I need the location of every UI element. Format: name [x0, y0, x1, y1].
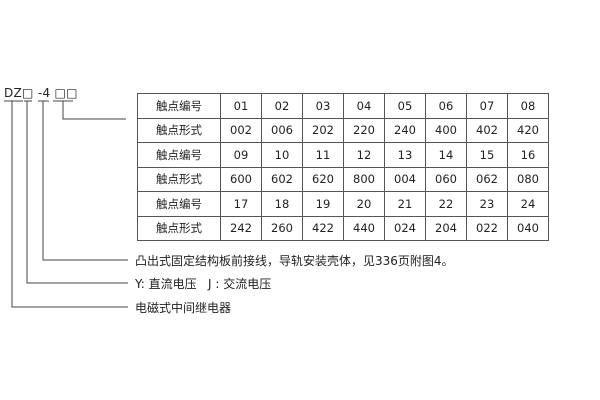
table-cell: 600	[220, 166, 262, 192]
table-cell: 080	[507, 166, 549, 192]
row-label: 触点编号	[137, 93, 221, 119]
table-row: 触点编号 17 18 19 20 21 22 23 24	[137, 191, 549, 217]
row-label: 触点形式	[137, 166, 221, 192]
table-cell: 420	[507, 117, 549, 143]
table-cell: 002	[220, 117, 262, 143]
table-cell: 02	[261, 93, 303, 119]
table-cell: 15	[466, 142, 508, 168]
table-cell: 11	[302, 142, 344, 168]
table-cell: 06	[425, 93, 467, 119]
table-row: 触点形式 002 006 202 220 240 400 402 420	[137, 117, 549, 143]
table-cell: 21	[384, 191, 426, 217]
note-mounting: 凸出式固定结构板前接线，导轨安装壳体，见336页附图4。	[135, 254, 454, 268]
note-type: 电磁式中间继电器	[135, 301, 232, 315]
table-cell: 402	[466, 117, 508, 143]
table-cell: 022	[466, 215, 508, 241]
table-cell: 03	[302, 93, 344, 119]
table-cell: 20	[343, 191, 385, 217]
table-cell: 040	[507, 215, 549, 241]
table-cell: 22	[425, 191, 467, 217]
table-cell: 422	[302, 215, 344, 241]
table-cell: 006	[261, 117, 303, 143]
row-label: 触点编号	[137, 142, 221, 168]
table-cell: 24	[507, 191, 549, 217]
row-label: 触点形式	[137, 117, 221, 143]
leader-type	[11, 101, 128, 308]
table-cell: 062	[466, 166, 508, 192]
table-cell: 240	[384, 117, 426, 143]
leader-mounting	[42, 101, 128, 261]
table-cell: 024	[384, 215, 426, 241]
table-cell: 800	[343, 166, 385, 192]
model-code: DZ□ -4 □□	[4, 86, 78, 100]
table-cell: 18	[261, 191, 303, 217]
note-power: Y: 直流电压 J : 交流电压	[135, 277, 272, 291]
table-cell: 260	[261, 215, 303, 241]
table-cell: 620	[302, 166, 344, 192]
table-row: 触点形式 600 602 620 800 004 060 062 080	[137, 166, 549, 192]
table-cell: 400	[425, 117, 467, 143]
table-cell: 12	[343, 142, 385, 168]
row-label: 触点编号	[137, 191, 221, 217]
table-cell: 220	[343, 117, 385, 143]
row-label: 触点形式	[137, 215, 221, 241]
table-cell: 04	[343, 93, 385, 119]
table-cell: 09	[220, 142, 262, 168]
table-cell: 23	[466, 191, 508, 217]
table-cell: 07	[466, 93, 508, 119]
table-cell: 060	[425, 166, 467, 192]
table-cell: 05	[384, 93, 426, 119]
table-cell: 204	[425, 215, 467, 241]
table-cell: 13	[384, 142, 426, 168]
table-cell: 16	[507, 142, 549, 168]
table-cell: 440	[343, 215, 385, 241]
table-row: 触点编号 09 10 11 12 13 14 15 16	[137, 142, 549, 168]
table-cell: 202	[302, 117, 344, 143]
contact-table: 触点编号 01 02 03 04 05 06 07 08 触点形式 002 006 202 220 240 4…	[137, 93, 549, 241]
table-cell: 08	[507, 93, 549, 119]
table-cell: 004	[384, 166, 426, 192]
table-cell: 01	[220, 93, 262, 119]
table-cell: 242	[220, 215, 262, 241]
table-cell: 14	[425, 142, 467, 168]
leader-power	[26, 101, 128, 284]
table-cell: 17	[220, 191, 262, 217]
table-row: 触点编号 01 02 03 04 05 06 07 08	[137, 93, 549, 119]
table-row: 触点形式 242 260 422 440 024 204 022 040	[137, 215, 549, 241]
table-cell: 10	[261, 142, 303, 168]
leader-contacts	[62, 101, 126, 120]
table-cell: 602	[261, 166, 303, 192]
table-cell: 19	[302, 191, 344, 217]
